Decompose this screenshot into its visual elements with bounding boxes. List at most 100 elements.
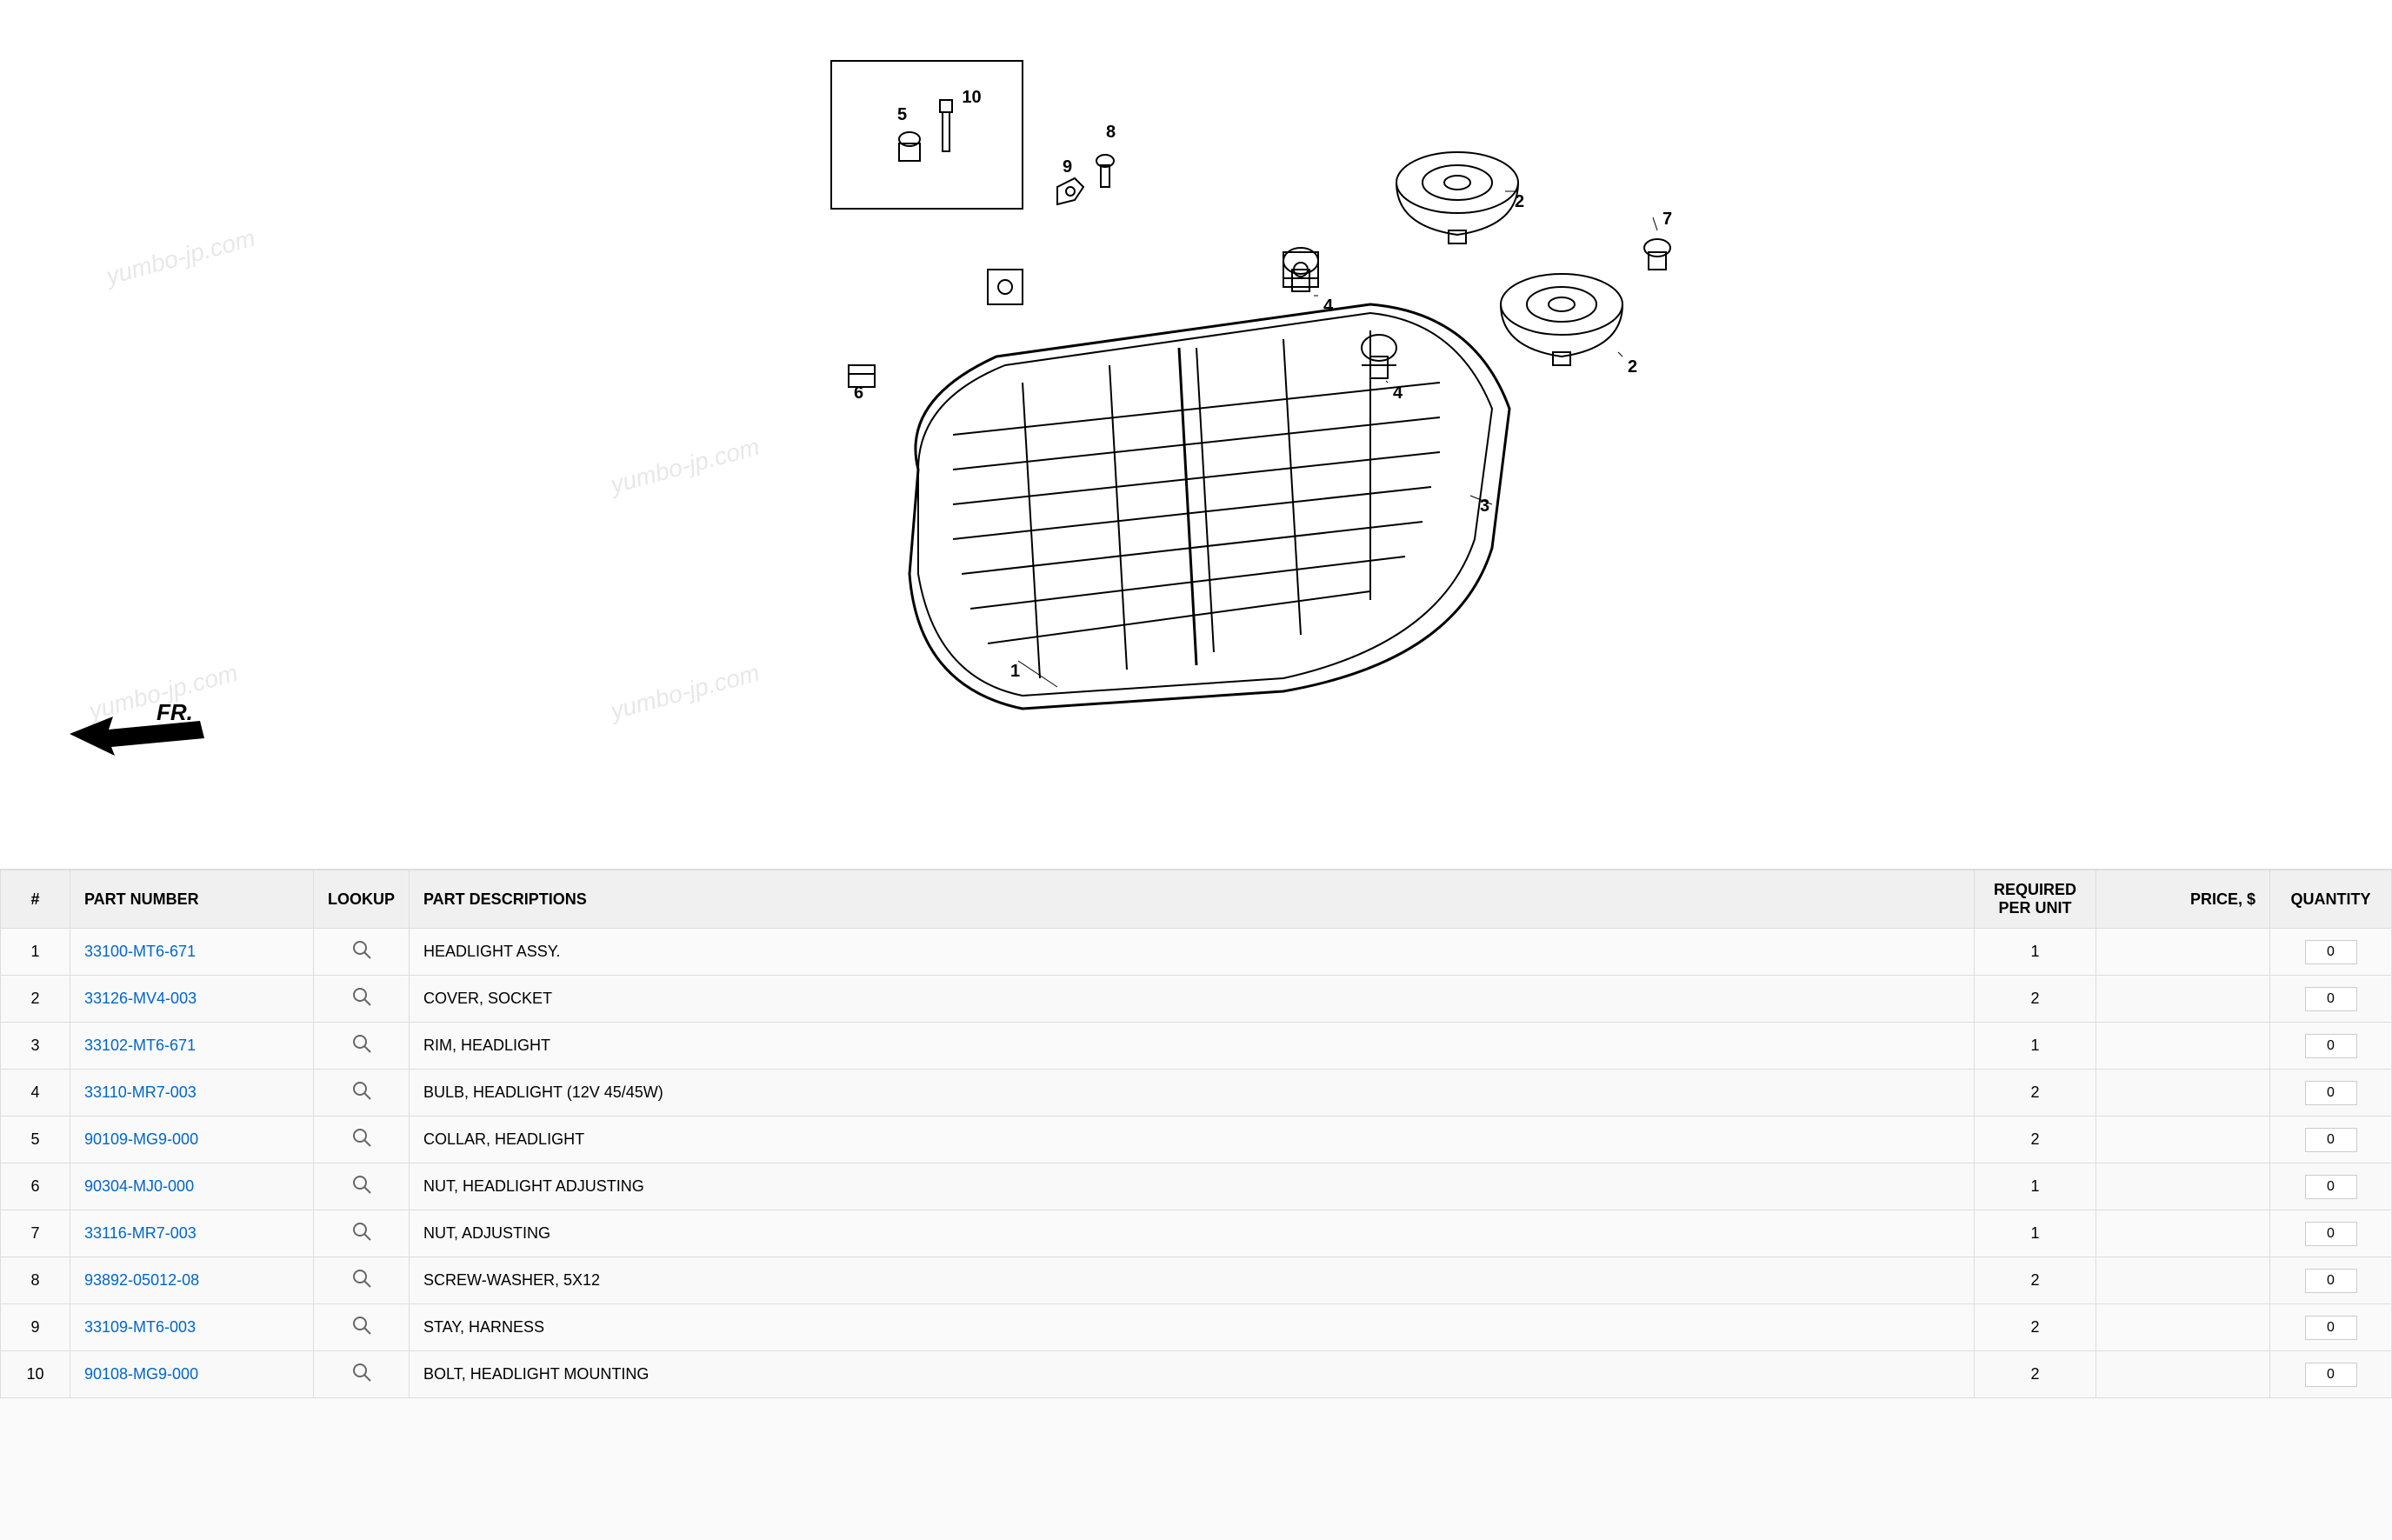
search-icon[interactable] (351, 1315, 372, 1336)
diagram-callout: 8 (1101, 122, 1122, 143)
quantity-input[interactable] (2305, 1034, 2357, 1058)
search-icon[interactable] (351, 1033, 372, 1054)
search-icon[interactable] (351, 1268, 372, 1289)
quantity-input[interactable] (2305, 1316, 2357, 1340)
quantity-input[interactable] (2305, 1128, 2357, 1152)
cell-part: 33102-MT6-671 (70, 1023, 314, 1070)
cell-desc: STAY, HARNESS (410, 1304, 1975, 1351)
diagram-callout: 4 (1388, 383, 1409, 403)
part-number-link[interactable]: 90109-MG9-000 (84, 1130, 198, 1148)
cell-price (2096, 1257, 2270, 1304)
cell-qty (2270, 976, 2392, 1023)
search-icon[interactable] (351, 1174, 372, 1195)
quantity-input[interactable] (2305, 1175, 2357, 1199)
search-icon[interactable] (351, 1221, 372, 1242)
cell-price (2096, 1117, 2270, 1163)
table-row: 10 90108-MG9-000 BOLT, HEADLIGHT MOUNTIN… (1, 1351, 2392, 1398)
watermark: yumbo-jp.com (103, 224, 258, 290)
cell-qty (2270, 1070, 2392, 1117)
header-num: # (1, 870, 70, 929)
cell-num: 4 (1, 1070, 70, 1117)
cell-lookup (314, 1351, 410, 1398)
cell-req: 1 (1975, 1210, 2096, 1257)
cell-desc: NUT, HEADLIGHT ADJUSTING (410, 1163, 1975, 1210)
cell-lookup (314, 1210, 410, 1257)
cell-desc: NUT, ADJUSTING (410, 1210, 1975, 1257)
table-row: 4 33110-MR7-003 BULB, HEADLIGHT (12V 45/… (1, 1070, 2392, 1117)
cell-lookup (314, 976, 410, 1023)
diagram-callout: 2 (1509, 191, 1530, 212)
quantity-input[interactable] (2305, 940, 2357, 964)
cell-part: 33126-MV4-003 (70, 976, 314, 1023)
part-number-link[interactable]: 90304-MJ0-000 (84, 1177, 194, 1195)
exploded-diagram: 1223445678910 (675, 35, 1718, 817)
fr-label: FR. (157, 699, 193, 726)
cell-price (2096, 1070, 2270, 1117)
cell-desc: COVER, SOCKET (410, 976, 1975, 1023)
cell-num: 10 (1, 1351, 70, 1398)
cell-lookup (314, 1304, 410, 1351)
quantity-input[interactable] (2305, 1222, 2357, 1246)
cell-req: 2 (1975, 1070, 2096, 1117)
quantity-input[interactable] (2305, 1269, 2357, 1293)
header-qty: QUANTITY (2270, 870, 2392, 929)
cell-part: 33100-MT6-671 (70, 929, 314, 976)
quantity-input[interactable] (2305, 1081, 2357, 1105)
cell-part: 33110-MR7-003 (70, 1070, 314, 1117)
diagram-callout: 10 (962, 87, 983, 108)
cell-price (2096, 929, 2270, 976)
cell-qty (2270, 1163, 2392, 1210)
table-row: 1 33100-MT6-671 HEADLIGHT ASSY. 1 (1, 929, 2392, 976)
diagram-callout: 4 (1318, 296, 1339, 317)
cell-num: 8 (1, 1257, 70, 1304)
diagram-callout: 5 (892, 104, 913, 125)
diagram-area: yumbo-jp.com yumbo-jp.com yumbo-jp.com y… (0, 0, 2392, 870)
cell-num: 7 (1, 1210, 70, 1257)
part-number-link[interactable]: 33110-MR7-003 (84, 1083, 197, 1101)
search-icon[interactable] (351, 1080, 372, 1101)
table-row: 9 33109-MT6-003 STAY, HARNESS 2 (1, 1304, 2392, 1351)
part-number-link[interactable]: 90108-MG9-000 (84, 1365, 198, 1383)
cell-price (2096, 1210, 2270, 1257)
cell-num: 9 (1, 1304, 70, 1351)
search-icon[interactable] (351, 1127, 372, 1148)
cell-num: 5 (1, 1117, 70, 1163)
parts-table-section: # PART NUMBER LOOKUP PART DESCRIPTIONS R… (0, 870, 2392, 1398)
diagram-callout: 2 (1622, 357, 1643, 377)
search-icon[interactable] (351, 986, 372, 1007)
cell-num: 3 (1, 1023, 70, 1070)
cell-price (2096, 1351, 2270, 1398)
cell-lookup (314, 1257, 410, 1304)
part-number-link[interactable]: 33116-MR7-003 (84, 1224, 197, 1242)
cell-qty (2270, 1304, 2392, 1351)
cell-num: 6 (1, 1163, 70, 1210)
part-number-link[interactable]: 33100-MT6-671 (84, 943, 196, 960)
quantity-input[interactable] (2305, 1363, 2357, 1387)
header-req: REQUIRED PER UNIT (1975, 870, 2096, 929)
cell-req: 1 (1975, 1023, 2096, 1070)
diagram-callout: 3 (1475, 496, 1496, 517)
part-number-link[interactable]: 33126-MV4-003 (84, 990, 197, 1007)
cell-lookup (314, 1023, 410, 1070)
quantity-input[interactable] (2305, 987, 2357, 1011)
cell-desc: COLLAR, HEADLIGHT (410, 1117, 1975, 1163)
cell-part: 33109-MT6-003 (70, 1304, 314, 1351)
cell-req: 2 (1975, 1351, 2096, 1398)
cell-price (2096, 976, 2270, 1023)
diagram-callout: 1 (1005, 661, 1026, 682)
table-row: 7 33116-MR7-003 NUT, ADJUSTING 1 (1, 1210, 2392, 1257)
cell-price (2096, 1023, 2270, 1070)
search-icon[interactable] (351, 939, 372, 960)
part-number-link[interactable]: 33109-MT6-003 (84, 1318, 196, 1336)
cell-num: 2 (1, 976, 70, 1023)
part-number-link[interactable]: 33102-MT6-671 (84, 1037, 196, 1054)
cell-req: 2 (1975, 1257, 2096, 1304)
part-number-link[interactable]: 93892-05012-08 (84, 1271, 199, 1289)
cell-req: 1 (1975, 929, 2096, 976)
cell-desc: RIM, HEADLIGHT (410, 1023, 1975, 1070)
cell-desc: BOLT, HEADLIGHT MOUNTING (410, 1351, 1975, 1398)
table-row: 3 33102-MT6-671 RIM, HEADLIGHT 1 (1, 1023, 2392, 1070)
cell-num: 1 (1, 929, 70, 976)
table-row: 6 90304-MJ0-000 NUT, HEADLIGHT ADJUSTING… (1, 1163, 2392, 1210)
search-icon[interactable] (351, 1362, 372, 1383)
